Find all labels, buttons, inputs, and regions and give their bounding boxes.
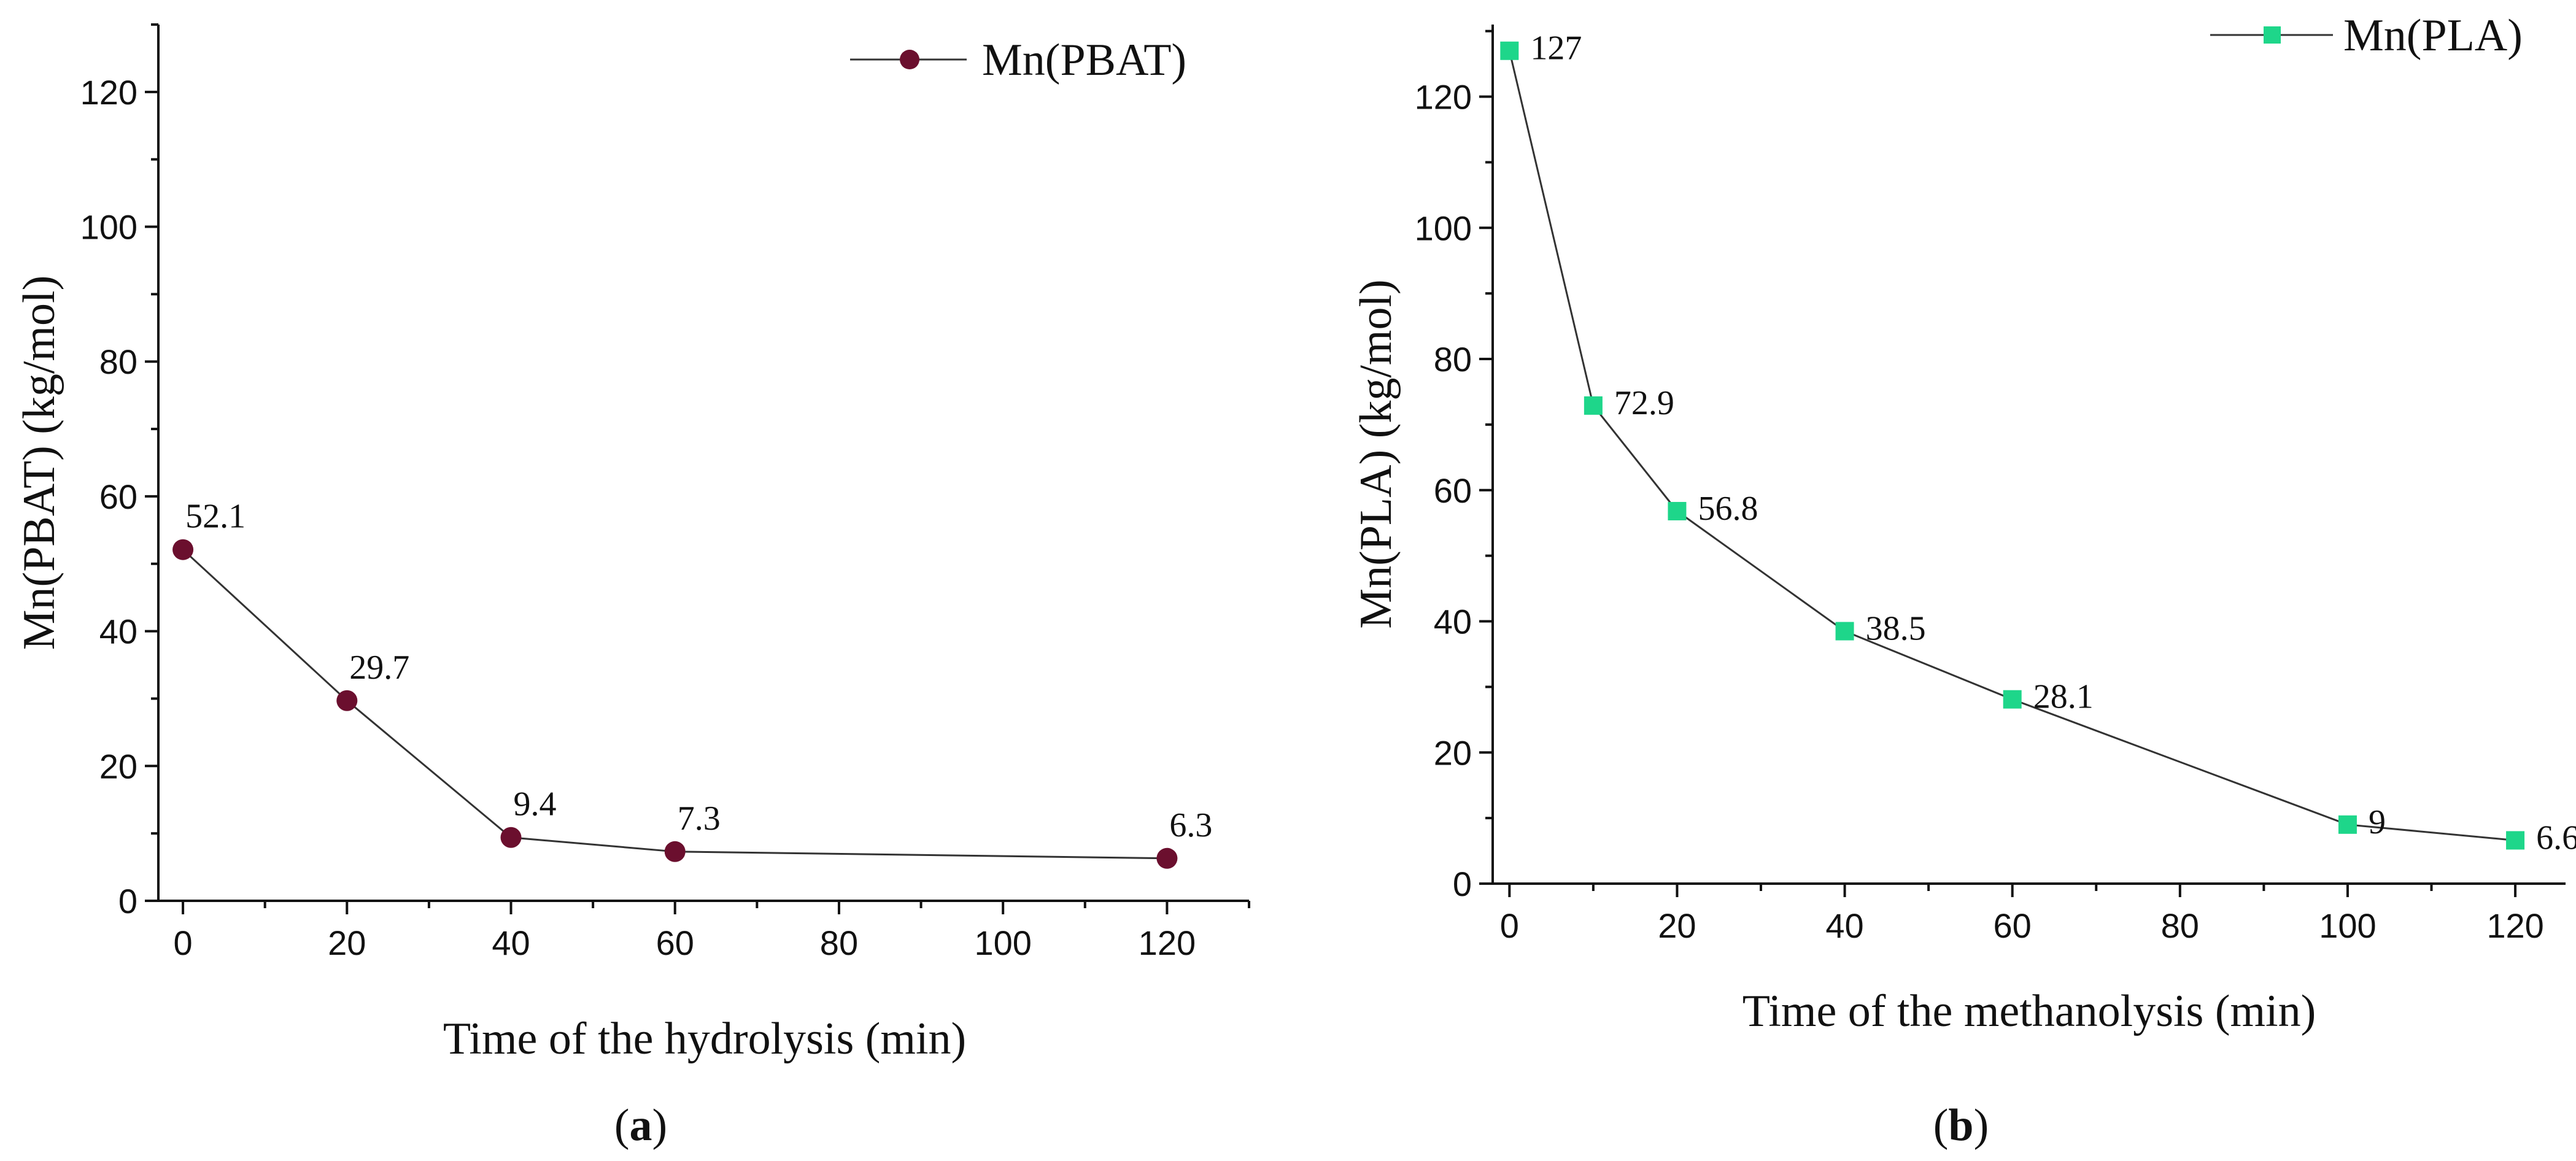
x-tick-label-a: 40 bbox=[492, 924, 530, 962]
x-tick-label-a: 0 bbox=[174, 924, 193, 962]
legend-marker-a bbox=[900, 50, 919, 69]
y-tick-label-b: 120 bbox=[1415, 78, 1472, 117]
x-tick-label-a: 120 bbox=[1139, 924, 1196, 962]
data-point-b bbox=[1500, 41, 1519, 60]
data-label-b: 38.5 bbox=[1866, 610, 1926, 648]
data-point-b bbox=[1668, 501, 1687, 520]
y-ticks-a: 0 20 40 60 80 100 120 bbox=[80, 23, 158, 920]
data-label-b: 72.9 bbox=[1614, 384, 1674, 422]
series-line-a bbox=[182, 549, 1167, 860]
x-axis-title-b: Time of the methanolysis (min) bbox=[1742, 986, 2316, 1036]
data-label-a: 9.4 bbox=[514, 785, 557, 824]
y-tick-label-b: 20 bbox=[1434, 733, 1472, 772]
y-tick-label-a: 20 bbox=[99, 747, 137, 785]
y-tick-label-b: 40 bbox=[1434, 603, 1472, 641]
x-tick-label-b: 60 bbox=[1994, 906, 2032, 945]
x-ticks-b: 0 20 40 60 80 100 120 bbox=[1500, 884, 2544, 945]
series-line-b bbox=[1508, 50, 2516, 841]
x-tick-label-b: 100 bbox=[2319, 906, 2376, 945]
data-point-b bbox=[2506, 831, 2525, 850]
x-tick-label-a: 20 bbox=[328, 924, 366, 962]
legend-marker-b bbox=[2264, 26, 2281, 44]
y-tick-label-a: 120 bbox=[80, 73, 137, 112]
panel-caption-b: (b) bbox=[1933, 1100, 1989, 1151]
data-label-b: 9 bbox=[2369, 803, 2386, 841]
series-b bbox=[1500, 41, 2525, 850]
legend-a: Mn(PBAT) bbox=[850, 35, 1186, 85]
y-tick-label-a: 40 bbox=[99, 612, 137, 651]
chart-panel-b: 0 20 40 60 80 100 120 0 20 40 60 80 100 120 127 72.9 5… bbox=[1351, 10, 2576, 1151]
x-tick-label-b: 40 bbox=[1825, 906, 1863, 945]
panel-caption-a: (a) bbox=[614, 1100, 667, 1151]
data-point-a bbox=[336, 690, 358, 711]
x-tick-label-a: 60 bbox=[656, 924, 694, 962]
y-tick-label-a: 80 bbox=[99, 342, 137, 381]
y-axis-title-a: Mn(PBAT) (kg/mol) bbox=[14, 276, 64, 650]
data-label-a: 7.3 bbox=[678, 800, 721, 838]
y-tick-label-b: 100 bbox=[1415, 209, 1472, 247]
y-tick-label-a: 60 bbox=[99, 477, 137, 516]
data-labels-b: 127 72.9 56.8 38.5 28.1 9 6.6 bbox=[1530, 29, 2576, 857]
y-tick-label-a: 0 bbox=[118, 882, 137, 920]
x-tick-label-b: 0 bbox=[1500, 906, 1519, 945]
data-point-b bbox=[2003, 690, 2022, 709]
legend-b: Mn(PLA) bbox=[2210, 10, 2523, 61]
y-tick-label-b: 80 bbox=[1434, 340, 1472, 379]
data-label-b: 127 bbox=[1530, 29, 1582, 68]
y-tick-label-a: 100 bbox=[80, 208, 137, 247]
legend-label-a: Mn(PBAT) bbox=[982, 35, 1186, 85]
data-label-a: 52.1 bbox=[185, 498, 246, 536]
x-tick-label-b: 20 bbox=[1658, 906, 1696, 945]
y-tick-label-b: 60 bbox=[1434, 471, 1472, 510]
x-tick-label-a: 100 bbox=[974, 924, 1031, 962]
x-tick-label-b: 80 bbox=[2161, 906, 2199, 945]
x-ticks-a: 0 20 40 60 80 100 120 bbox=[174, 901, 1250, 962]
data-point-b bbox=[1584, 396, 1603, 415]
data-label-b: 56.8 bbox=[1698, 490, 1758, 528]
data-point-a bbox=[1156, 847, 1178, 869]
data-labels-a: 52.1 29.7 9.4 7.3 6.3 bbox=[185, 498, 1212, 844]
y-axis-title-b: Mn(PLA) (kg/mol) bbox=[1351, 279, 1401, 628]
data-point-a bbox=[664, 841, 686, 862]
y-tick-label-b: 0 bbox=[1453, 865, 1472, 903]
chart-panel-a: 0 20 40 60 80 100 120 0 20 40 60 80 100 120 52.1 29.7… bbox=[14, 23, 1250, 1151]
data-label-b: 28.1 bbox=[2033, 678, 2094, 716]
x-tick-label-a: 80 bbox=[820, 924, 858, 962]
data-point-b bbox=[2338, 815, 2357, 834]
series-a bbox=[172, 539, 1178, 869]
data-label-b: 6.6 bbox=[2536, 819, 2576, 857]
data-point-a bbox=[500, 827, 522, 848]
data-label-a: 29.7 bbox=[349, 649, 409, 687]
x-axis-title-a: Time of the hydrolysis (min) bbox=[443, 1014, 966, 1064]
x-tick-label-b: 120 bbox=[2486, 906, 2543, 945]
data-label-a: 6.3 bbox=[1169, 806, 1212, 844]
legend-label-b: Mn(PLA) bbox=[2343, 10, 2523, 61]
data-point-a bbox=[172, 539, 194, 560]
data-point-b bbox=[1835, 622, 1854, 641]
y-ticks-b: 0 20 40 60 80 100 120 bbox=[1415, 29, 1493, 903]
